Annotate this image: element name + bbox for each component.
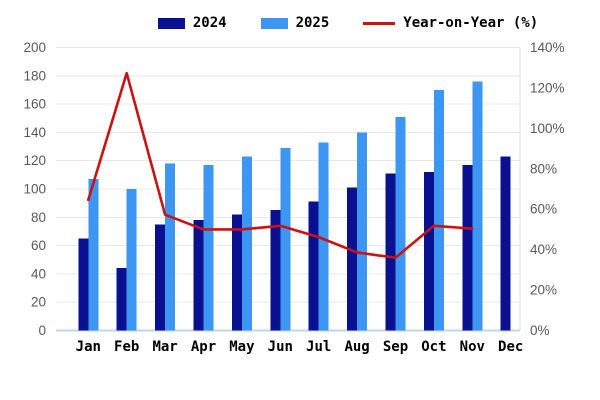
bar-2025-Sep	[395, 116, 406, 331]
left-axis-tick: 160	[23, 97, 46, 112]
legend-item-2024: 2024	[157, 15, 227, 31]
left-axis-tick: 60	[31, 238, 46, 253]
x-axis-label-Dec: Dec	[498, 339, 523, 355]
bar-2025-Jan	[88, 179, 99, 331]
bar-2024-Jan	[78, 238, 89, 331]
bar-2025-Jul	[318, 142, 329, 331]
left-axis-tick: 80	[31, 210, 46, 225]
left-axis-labels: 0 20 40 60 80 100 120 140 160 180 200	[23, 40, 46, 338]
legend-swatch-2025	[260, 17, 288, 29]
x-axis-label-Jan: Jan	[76, 339, 101, 355]
right-axis-tick: 20%	[530, 283, 557, 298]
bar-2024-Feb	[116, 268, 127, 331]
legend-item-2025: 2025	[260, 15, 330, 31]
legend-item-yoy: Year-on-Year (%)	[363, 15, 538, 31]
bar-2024-Jul	[308, 201, 319, 331]
bar-2025-Feb	[126, 189, 137, 331]
right-axis-tick: 0%	[530, 323, 550, 338]
left-axis-tick: 140	[23, 125, 46, 140]
yoy-line	[87, 71, 474, 260]
bar-2025-Jun	[280, 147, 291, 331]
bar-2024-Dec	[500, 156, 511, 331]
left-axis-tick: 20	[31, 295, 46, 310]
left-axis-tick: 180	[23, 68, 46, 83]
bar-2024-Nov	[462, 164, 473, 331]
right-axis-tick: 100%	[530, 121, 565, 136]
bars-2025	[88, 81, 483, 331]
bar-2025-Nov	[472, 81, 483, 331]
x-axis-labels: Jan Feb Mar Apr May Jun Jul Aug Sep Oct Nov Dec	[76, 339, 524, 355]
chart-legend: 2024 2025 Year-on-Year (%)	[0, 15, 600, 31]
x-axis-label-Jun: Jun	[268, 339, 293, 355]
right-axis-tick: 140%	[530, 40, 565, 55]
bar-2024-Jun	[270, 210, 281, 331]
bar-2025-May	[241, 156, 252, 331]
left-axis-tick: 200	[23, 40, 46, 55]
bar-2024-Sep	[385, 173, 396, 331]
left-axis-tick: 0	[38, 323, 46, 338]
bar-2024-Mar	[155, 224, 166, 331]
x-axis-label-Sep: Sep	[383, 339, 408, 355]
legend-swatch-2024	[157, 17, 185, 29]
right-axis-tick: 80%	[530, 161, 557, 176]
bars-2024	[78, 156, 511, 331]
x-axis-label-Mar: Mar	[152, 339, 177, 355]
left-axis-tick: 120	[23, 153, 46, 168]
bar-2024-Apr	[193, 220, 204, 331]
bar-2025-Aug	[357, 132, 368, 331]
x-axis-label-Feb: Feb	[114, 339, 139, 355]
right-axis-labels: 0% 20% 40% 60% 80% 100% 120% 140%	[530, 40, 565, 338]
legend-label-yoy: Year-on-Year (%)	[403, 15, 539, 31]
legend-label-2025: 2025	[295, 15, 330, 31]
x-axis-label-Oct: Oct	[421, 339, 446, 355]
right-axis-tick: 60%	[530, 202, 557, 217]
bar-2024-Oct	[423, 172, 434, 331]
left-axis-tick: 100	[23, 182, 46, 197]
legend-line-icon	[363, 21, 396, 25]
right-axis-tick: 40%	[530, 242, 557, 257]
bar-2025-Oct	[433, 89, 444, 331]
bar-2025-Apr	[203, 164, 214, 331]
x-axis-label-Nov: Nov	[460, 339, 485, 355]
bar-2024-May	[231, 214, 242, 331]
bar-2024-Aug	[347, 187, 358, 331]
x-axis-label-May: May	[229, 339, 255, 355]
left-axis-tick: 40	[31, 266, 46, 281]
x-axis-label-Apr: Apr	[191, 339, 216, 355]
bar-2025-Mar	[165, 163, 176, 331]
legend-label-2024: 2024	[192, 15, 227, 31]
right-axis-tick: 120%	[530, 80, 565, 95]
x-axis-label-Aug: Aug	[344, 339, 369, 355]
x-axis-label-Jul: Jul	[306, 339, 331, 355]
